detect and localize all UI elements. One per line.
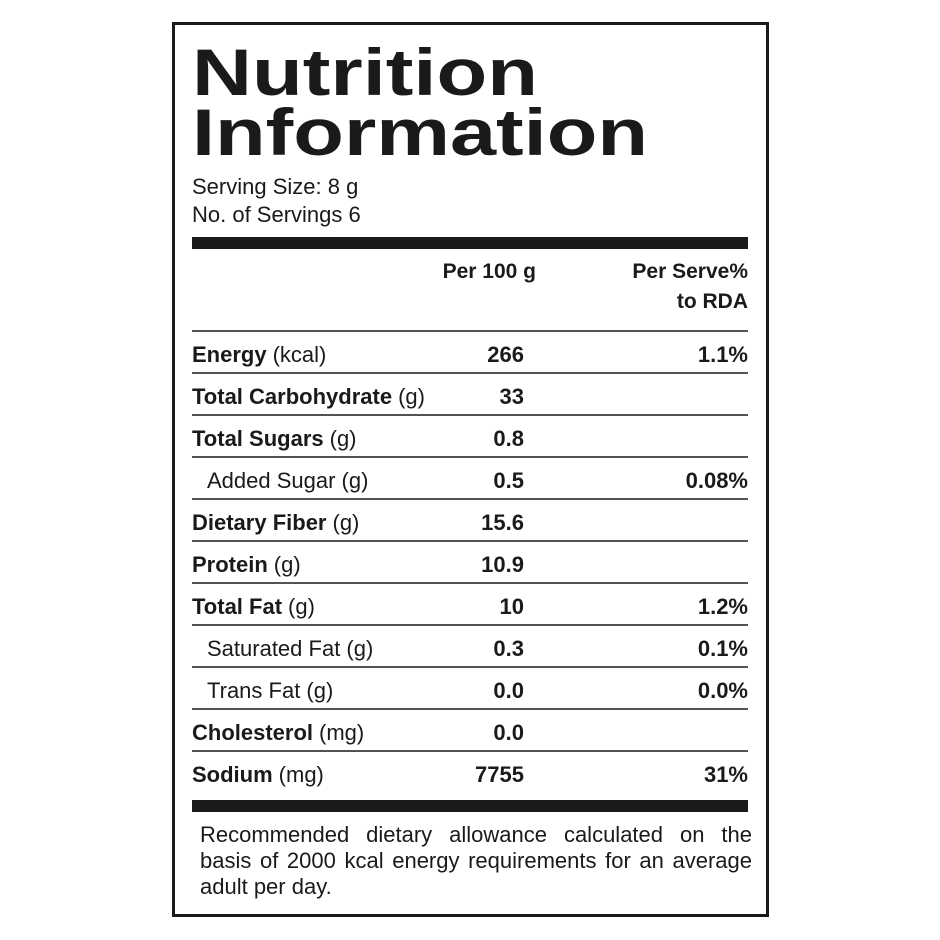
sub-nutrient: Added Sugar (g): [207, 468, 368, 493]
per-100g: 7755: [475, 762, 524, 787]
per-100g: 15.6: [481, 510, 524, 535]
column-header: Per 100 g: [443, 260, 536, 283]
row-name: Dietary Fiber (g): [192, 510, 359, 535]
footnote: Recommended dietary allowance calculated…: [200, 822, 752, 899]
per-100g: 10.9: [481, 552, 524, 577]
unit: (g): [274, 552, 301, 577]
title: Nutrition: [192, 35, 538, 109]
per-100g: 0.0: [493, 720, 524, 745]
per-100g: 266: [487, 342, 524, 367]
per-100g: 33: [500, 384, 524, 409]
nutrient: Dietary Fiber: [192, 510, 327, 535]
per-100g: 0.8: [493, 426, 524, 451]
rda: 0.0%: [698, 678, 748, 703]
servings: No. of Servings 6: [192, 202, 361, 227]
thick-rule: [192, 237, 748, 249]
row-name: Total Sugars (g): [192, 426, 357, 451]
nutrient: Total Sugars: [192, 426, 324, 451]
rda: 1.1%: [698, 342, 748, 367]
title: Information: [192, 95, 648, 169]
rda: 1.2%: [698, 594, 748, 619]
nutrient: Total Fat: [192, 594, 283, 619]
row-name: Energy (kcal): [192, 342, 326, 367]
nutrient: Sodium: [192, 762, 273, 787]
row-name: Sodium (mg): [192, 762, 324, 787]
rda: 0.1%: [698, 636, 748, 661]
row-name: Protein (g): [192, 552, 301, 577]
unit: (g): [333, 510, 360, 535]
column-header: Per Serve%: [632, 260, 748, 283]
row-name: Trans Fat (g): [207, 678, 333, 703]
row-name: Total Fat (g): [192, 594, 315, 619]
row-name: Total Carbohydrate (g): [192, 384, 425, 409]
per-100g: 10: [500, 594, 524, 619]
unit: (g): [398, 384, 425, 409]
unit: (mg): [279, 762, 324, 787]
unit: (mg): [319, 720, 364, 745]
row-name: Cholesterol (mg): [192, 720, 364, 745]
column-header: to RDA: [677, 290, 748, 313]
nutrient: Total Carbohydrate: [192, 384, 392, 409]
rda: 31%: [704, 762, 748, 787]
row-name: Saturated Fat (g): [207, 636, 373, 661]
per-100g: 0.0: [493, 678, 524, 703]
per-100g: 0.3: [493, 636, 524, 661]
nutrient: Cholesterol: [192, 720, 313, 745]
rda: 0.08%: [686, 468, 748, 493]
nutrient: Protein: [192, 552, 268, 577]
thick-rule: [192, 800, 748, 812]
sub-nutrient: Saturated Fat (g): [207, 636, 373, 661]
nutrient: Energy: [192, 342, 267, 367]
unit: (g): [330, 426, 357, 451]
sub-nutrient: Trans Fat (g): [207, 678, 333, 703]
row-name: Added Sugar (g): [207, 468, 368, 493]
label-border: [172, 22, 769, 917]
serving-size: Serving Size: 8 g: [192, 174, 358, 199]
unit: (g): [288, 594, 315, 619]
unit: (kcal): [273, 342, 327, 367]
per-100g: 0.5: [493, 468, 524, 493]
